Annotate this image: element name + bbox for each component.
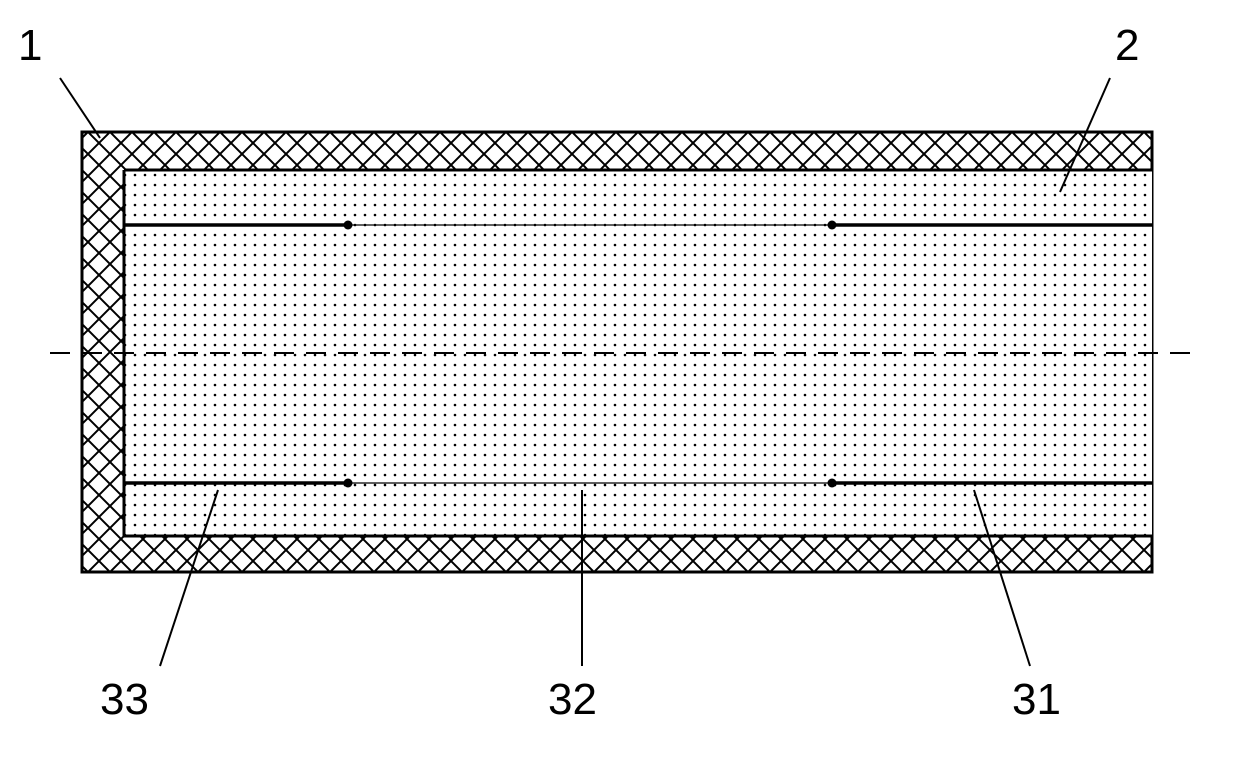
label-L2: 2: [1115, 21, 1139, 70]
diagram-canvas: 1 2 33 32 31: [0, 0, 1240, 761]
bar-bottom-node-left: [344, 479, 353, 488]
label-L32: 32: [548, 675, 597, 724]
leader-L1: [60, 78, 100, 138]
label-L31: 31: [1012, 675, 1061, 724]
bar-bottom-node-right: [828, 479, 837, 488]
label-L1: 1: [18, 21, 42, 70]
bar-top-node-right: [828, 221, 837, 230]
label-L33: 33: [100, 675, 149, 724]
bar-top-node-left: [344, 221, 353, 230]
